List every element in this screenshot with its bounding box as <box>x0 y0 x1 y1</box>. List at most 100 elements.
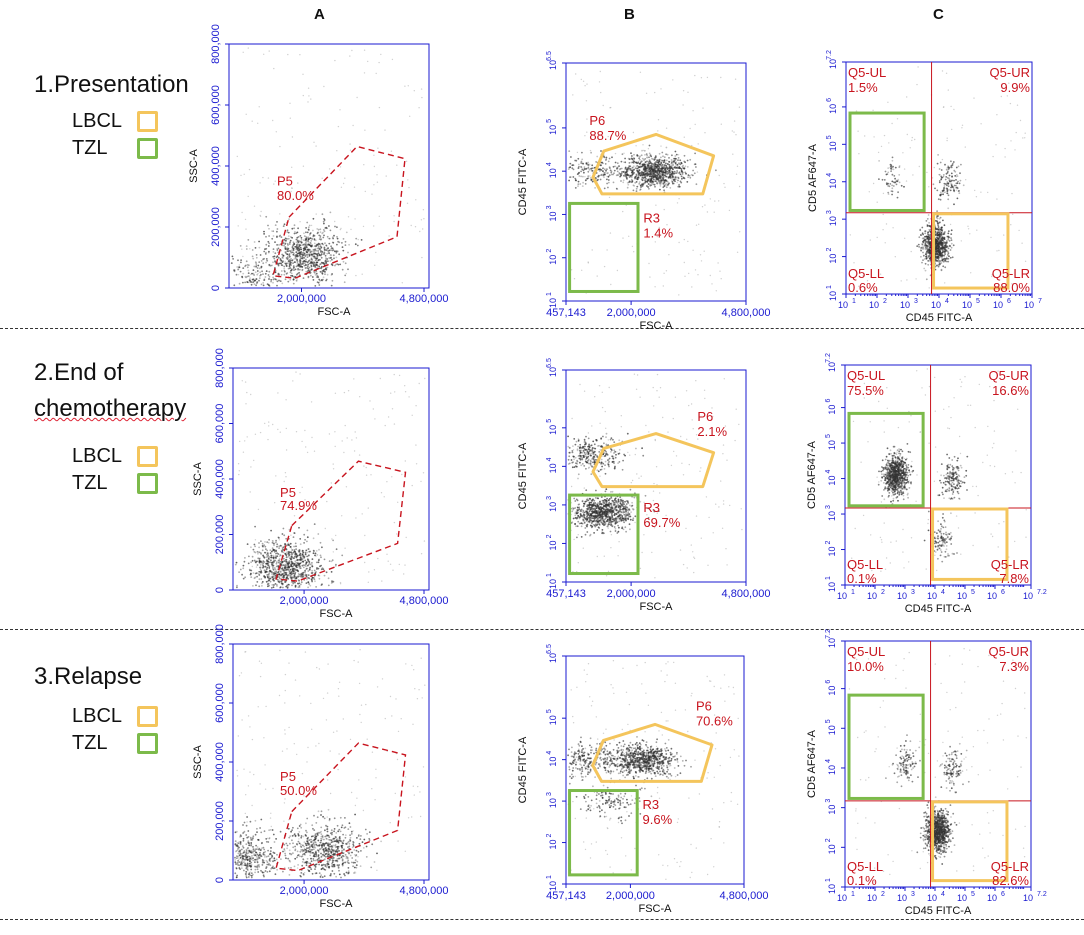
data-point <box>328 257 331 259</box>
data-point <box>606 178 608 181</box>
data-point <box>699 254 702 256</box>
data-point <box>290 534 292 536</box>
data-point <box>298 245 300 248</box>
data-point <box>340 227 342 230</box>
data-point <box>344 424 346 427</box>
data-point <box>318 234 321 237</box>
data-point <box>282 551 285 554</box>
data-point <box>280 259 283 262</box>
data-point <box>277 247 280 250</box>
data-point <box>628 513 631 515</box>
data-point <box>858 153 860 155</box>
data-point <box>308 259 311 262</box>
data-point <box>315 276 318 278</box>
data-point <box>246 266 249 269</box>
data-point <box>582 80 585 83</box>
y-tick-exponent: 3 <box>826 210 833 214</box>
data-point <box>568 179 570 182</box>
data-point <box>627 174 630 177</box>
data-point <box>887 185 889 187</box>
data-point <box>321 177 323 179</box>
data-point <box>298 269 301 271</box>
data-point <box>323 574 326 577</box>
data-point <box>323 223 325 225</box>
data-point <box>1010 140 1012 142</box>
data-point <box>292 247 294 250</box>
data-point <box>663 208 665 211</box>
data-point <box>306 567 308 570</box>
data-point <box>940 169 943 171</box>
data-point <box>277 264 280 267</box>
data-point <box>304 429 306 432</box>
data-point <box>739 231 741 233</box>
data-point <box>268 584 270 587</box>
data-point <box>680 175 683 178</box>
data-point <box>241 211 243 214</box>
data-point <box>906 279 908 281</box>
data-point <box>419 230 421 233</box>
data-point <box>314 274 317 276</box>
data-point <box>404 460 406 462</box>
data-point <box>583 516 586 519</box>
data-point <box>266 566 269 569</box>
data-point <box>361 273 363 275</box>
data-point <box>958 182 961 185</box>
data-point <box>335 251 338 254</box>
data-point <box>655 204 657 206</box>
data-point <box>944 191 946 194</box>
data-point <box>291 259 294 262</box>
data-point <box>633 172 635 174</box>
data-point <box>284 251 287 254</box>
data-point <box>290 272 293 275</box>
data-point <box>319 228 322 231</box>
data-point <box>344 240 347 243</box>
data-point <box>634 167 637 170</box>
data-point <box>260 570 263 573</box>
data-point <box>375 251 377 254</box>
data-point <box>251 559 254 562</box>
data-point <box>349 143 351 145</box>
data-point <box>676 171 679 174</box>
data-point <box>599 178 602 181</box>
data-point <box>905 180 908 182</box>
data-point <box>572 517 575 520</box>
data-point <box>687 176 689 179</box>
data-point <box>271 573 273 575</box>
data-point <box>245 403 247 405</box>
data-point <box>601 173 603 176</box>
data-point <box>325 257 327 259</box>
data-point <box>947 165 949 168</box>
data-point <box>640 166 642 168</box>
data-point <box>669 171 672 174</box>
data-point <box>270 279 273 281</box>
data-point <box>891 156 894 159</box>
data-point <box>1004 156 1006 158</box>
data-point <box>1010 224 1012 226</box>
data-point <box>308 244 311 246</box>
data-point <box>682 164 684 167</box>
data-point <box>678 183 680 186</box>
data-point <box>296 259 298 261</box>
data-point <box>303 262 306 265</box>
data-point <box>950 105 952 108</box>
data-point <box>376 174 378 176</box>
data-point <box>925 255 928 258</box>
data-point <box>301 440 303 443</box>
data-point <box>296 261 299 263</box>
y-tick-label: 10 <box>828 141 838 151</box>
data-point <box>311 261 314 263</box>
y-tick-exponent: 5 <box>826 135 833 139</box>
data-point <box>305 260 307 263</box>
data-point <box>380 492 383 494</box>
data-point <box>947 230 950 233</box>
data-point <box>614 152 617 155</box>
data-point <box>260 540 262 543</box>
data-point <box>934 187 936 190</box>
data-point <box>928 186 930 188</box>
data-point <box>643 169 645 171</box>
data-point <box>334 264 336 267</box>
data-point <box>258 279 260 282</box>
data-point <box>364 129 366 131</box>
data-point <box>631 501 633 504</box>
data-point <box>714 200 716 202</box>
